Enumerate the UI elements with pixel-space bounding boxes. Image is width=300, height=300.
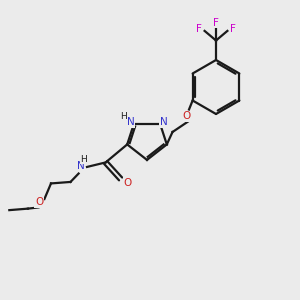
Text: H: H <box>120 112 127 121</box>
Text: O: O <box>35 197 43 207</box>
Text: F: F <box>196 23 202 34</box>
Text: O: O <box>182 111 191 121</box>
Text: O: O <box>123 178 131 188</box>
Text: N: N <box>127 117 135 128</box>
Text: N: N <box>160 117 168 128</box>
Text: F: F <box>213 17 219 28</box>
Text: N: N <box>77 161 85 171</box>
Text: F: F <box>230 23 236 34</box>
Text: H: H <box>80 155 87 164</box>
